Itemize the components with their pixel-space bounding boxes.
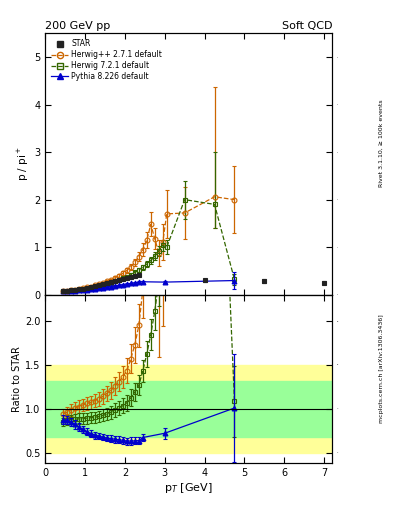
Bar: [45, 365, 332, 453]
X-axis label: p$_T$ [GeV]: p$_T$ [GeV]: [164, 481, 213, 495]
Text: Rivet 3.1.10, ≥ 100k events: Rivet 3.1.10, ≥ 100k events: [379, 99, 384, 187]
Text: 200 GeV pp: 200 GeV pp: [45, 21, 110, 31]
Y-axis label: Ratio to STAR: Ratio to STAR: [12, 346, 22, 412]
Y-axis label: p / pi$^+$: p / pi$^+$: [16, 146, 31, 181]
Bar: [45, 381, 332, 437]
Text: Soft QCD: Soft QCD: [282, 21, 332, 31]
Legend: STAR, Herwig++ 2.7.1 default, Herwig 7.2.1 default, Pythia 8.226 default: STAR, Herwig++ 2.7.1 default, Herwig 7.2…: [49, 37, 164, 83]
Text: mcplots.cern.ch [arXiv:1306.3436]: mcplots.cern.ch [arXiv:1306.3436]: [379, 314, 384, 423]
